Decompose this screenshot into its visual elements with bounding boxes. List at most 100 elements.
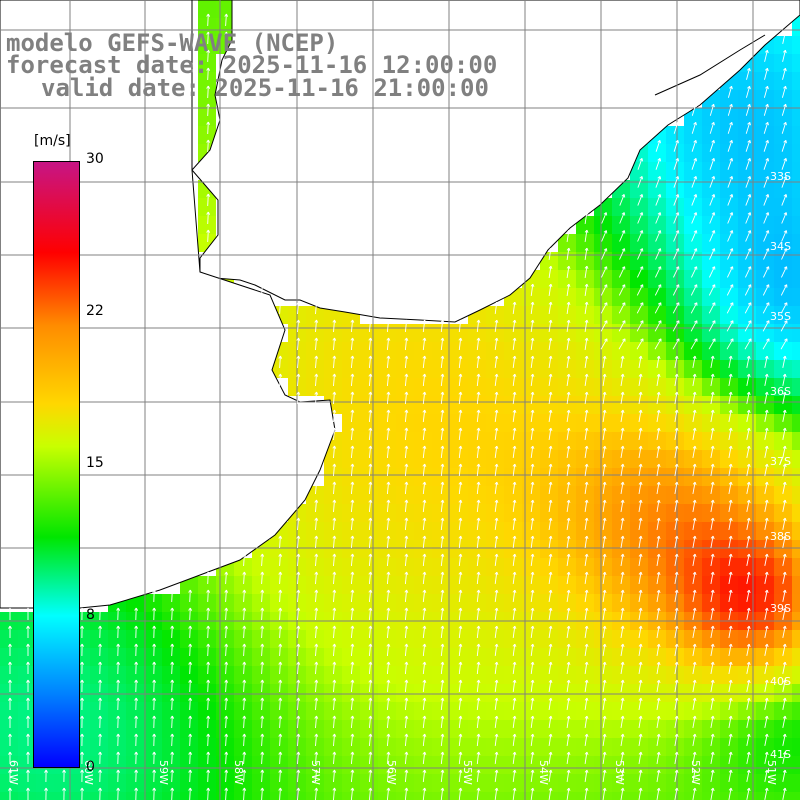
wind-arrow bbox=[708, 284, 716, 296]
wind-cell bbox=[252, 774, 270, 792]
wind-arrow bbox=[782, 464, 786, 476]
wind-arrow bbox=[620, 446, 624, 458]
wind-arrow bbox=[315, 355, 317, 369]
wind-cell bbox=[648, 540, 666, 558]
wind-arrow bbox=[620, 626, 624, 638]
wind-arrow bbox=[225, 697, 227, 711]
wind-arrow bbox=[350, 607, 354, 621]
wind-arrow bbox=[333, 463, 335, 477]
wind-arrow bbox=[638, 554, 642, 566]
wind-cell bbox=[738, 540, 756, 558]
wind-arrow bbox=[368, 463, 372, 477]
wind-arrow bbox=[637, 176, 643, 188]
wind-cell bbox=[792, 126, 800, 144]
wind-arrow bbox=[458, 769, 462, 783]
wind-arrow bbox=[584, 680, 588, 692]
wind-cell bbox=[198, 126, 216, 144]
wind-arrow bbox=[710, 752, 714, 764]
wind-cell bbox=[0, 702, 18, 720]
wind-arrow bbox=[584, 338, 588, 350]
wind-cell bbox=[396, 756, 414, 774]
wind-cell bbox=[792, 630, 800, 648]
wind-cell bbox=[594, 792, 612, 800]
wind-cell bbox=[306, 378, 324, 396]
wind-cell bbox=[234, 720, 252, 738]
wind-cell bbox=[324, 684, 342, 702]
wind-cell bbox=[450, 414, 468, 432]
wind-cell bbox=[756, 360, 774, 378]
wind-arrow bbox=[261, 607, 263, 621]
wind-cell bbox=[522, 576, 540, 594]
wind-cell bbox=[144, 594, 162, 612]
wind-arrow bbox=[710, 734, 714, 746]
wind-cell bbox=[738, 504, 756, 522]
wind-cell bbox=[414, 396, 432, 414]
wind-cell bbox=[774, 324, 792, 342]
wind-cell bbox=[756, 306, 774, 324]
wind-arrow bbox=[601, 230, 607, 242]
wind-cell bbox=[738, 576, 756, 594]
wind-arrow bbox=[350, 481, 354, 495]
wind-arrow bbox=[674, 698, 678, 710]
lon-label: 52W bbox=[689, 760, 702, 785]
wind-cell bbox=[504, 576, 522, 594]
wind-arrow bbox=[404, 769, 408, 783]
wind-cell bbox=[486, 378, 504, 396]
wind-arrow bbox=[458, 787, 462, 800]
wind-arrow bbox=[279, 769, 281, 783]
wind-arrow bbox=[602, 716, 606, 728]
wind-cell bbox=[396, 342, 414, 360]
wind-cell bbox=[648, 342, 666, 360]
wind-cell bbox=[684, 594, 702, 612]
wind-arrow bbox=[476, 553, 480, 567]
wind-arrow bbox=[620, 410, 624, 422]
wind-arrow bbox=[727, 194, 733, 206]
wind-arrow bbox=[350, 697, 354, 711]
wind-cell bbox=[648, 216, 666, 234]
wind-cell bbox=[234, 576, 252, 594]
wind-cell bbox=[360, 522, 378, 540]
wind-cell bbox=[540, 306, 558, 324]
wind-cell bbox=[630, 378, 648, 396]
wind-arrow bbox=[548, 464, 552, 476]
wind-arrow bbox=[422, 481, 426, 495]
wind-arrow bbox=[780, 320, 788, 332]
wind-arrow bbox=[386, 517, 390, 531]
wind-arrow bbox=[171, 787, 173, 800]
wind-cell bbox=[774, 378, 792, 396]
wind-arrow bbox=[476, 571, 480, 585]
wind-cell bbox=[756, 666, 774, 684]
wind-cell bbox=[558, 450, 576, 468]
wind-arrow bbox=[297, 625, 299, 639]
wind-arrow bbox=[746, 734, 750, 746]
wind-arrow bbox=[764, 50, 768, 62]
wind-cell bbox=[504, 702, 522, 720]
wind-cell bbox=[468, 486, 486, 504]
wind-arrow bbox=[764, 698, 768, 710]
wind-arrow bbox=[368, 391, 372, 405]
wind-cell bbox=[378, 342, 396, 360]
wind-cell bbox=[594, 540, 612, 558]
wind-cell bbox=[522, 396, 540, 414]
wind-arrow bbox=[297, 355, 299, 369]
wind-arrow bbox=[422, 355, 426, 369]
wind-arrow bbox=[764, 554, 768, 566]
wind-arrow bbox=[764, 410, 768, 422]
wind-arrow bbox=[602, 662, 606, 674]
wind-arrow bbox=[225, 751, 227, 765]
wind-arrow bbox=[386, 553, 390, 567]
wind-arrow bbox=[279, 553, 281, 567]
wind-arrow bbox=[333, 679, 335, 693]
wind-arrow bbox=[727, 230, 733, 242]
wind-cell bbox=[342, 414, 360, 432]
model-title: modelo GEFS-WAVE (NCEP) bbox=[6, 29, 339, 57]
wind-arrow bbox=[762, 320, 770, 332]
wind-arrow bbox=[782, 608, 786, 620]
wind-cell bbox=[198, 666, 216, 684]
wind-cell bbox=[450, 396, 468, 414]
wind-arrow bbox=[368, 427, 372, 441]
wind-cell bbox=[234, 648, 252, 666]
wind-cell bbox=[540, 702, 558, 720]
wind-cell bbox=[666, 594, 684, 612]
wind-arrow bbox=[297, 715, 299, 729]
